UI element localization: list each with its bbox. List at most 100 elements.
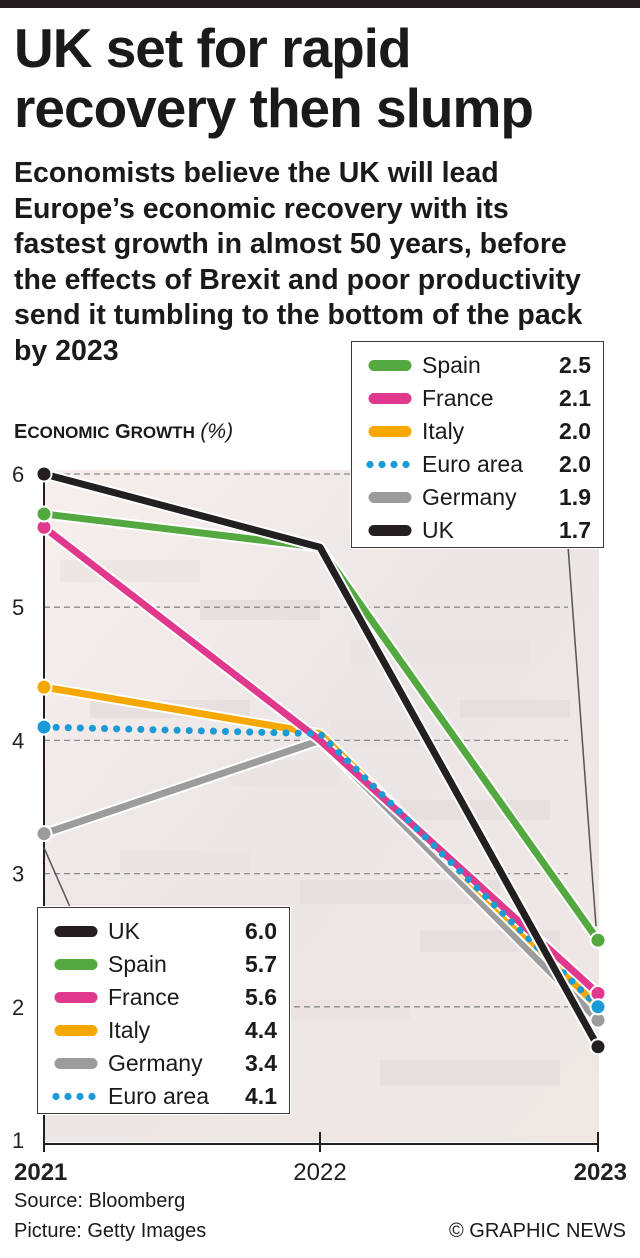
- legend-value: 1.9: [559, 484, 591, 510]
- legend-2021-pointer: [43, 847, 71, 908]
- legend-label: Italy: [422, 418, 465, 444]
- legend-item-germany: Germany 3.4: [38, 1047, 289, 1080]
- legend-swatch: [54, 1058, 98, 1069]
- point-uk-2021: [35, 465, 53, 483]
- axis-title-initial-1: E: [14, 421, 28, 443]
- legend-dot: [390, 460, 398, 469]
- legend-swatch: [368, 492, 412, 503]
- y-tick-label: 2: [12, 995, 24, 1020]
- legend-value: 2.5: [559, 352, 591, 378]
- legend-swatch: [368, 360, 412, 371]
- legend-swatch: [366, 460, 410, 469]
- point-italy-2021: [35, 678, 53, 696]
- series-line-france: [41, 524, 601, 997]
- photo-block: [460, 700, 570, 718]
- legend-swatch: [52, 1092, 96, 1101]
- series-line-uk: [43, 470, 602, 1049]
- legend-item-uk: UK 1.7: [352, 514, 603, 547]
- legend-dot: [52, 1092, 60, 1101]
- legend-item-france: France 5.6: [38, 981, 289, 1014]
- y-tick-label: 5: [12, 595, 24, 620]
- legend-item-germany: Germany 1.9: [352, 481, 603, 514]
- source-credit: Source: Bloomberg: [14, 1190, 186, 1212]
- legend-label: Spain: [108, 951, 167, 977]
- legend-swatch: [368, 426, 412, 437]
- legend-value: 2.0: [559, 418, 591, 444]
- legend-swatch: [54, 1025, 98, 1036]
- legend-swatch: [54, 992, 98, 1003]
- legend-item-uk: UK 6.0: [38, 915, 289, 948]
- legend-label: Spain: [422, 352, 481, 378]
- legend-value: 6.0: [245, 918, 277, 944]
- point-spain-2021: [35, 505, 53, 523]
- legend-swatch: [368, 525, 412, 536]
- x-tick-label: 2022: [293, 1159, 346, 1186]
- legend-item-france: France 2.1: [352, 382, 603, 415]
- legend-value: 5.6: [245, 984, 277, 1010]
- legend-label: Italy: [108, 1017, 151, 1043]
- legend-2021: UK 6.0 Spain 5.7 France 5.6 Italy 4.4 Germany 3.4…: [37, 907, 290, 1114]
- legend-dot: [378, 460, 386, 469]
- legend-value: 4.1: [245, 1083, 277, 1109]
- legend-item-spain: Spain 2.5: [352, 349, 603, 382]
- legend-value: 2.1: [559, 385, 591, 411]
- y-tick-label: 4: [12, 728, 24, 753]
- legend-label: UK: [422, 517, 454, 543]
- legend-dot: [402, 460, 410, 469]
- legend-dot: [366, 460, 374, 469]
- legend-item-euro-area: Euro area 2.0: [352, 448, 603, 481]
- legend-label: Germany: [108, 1050, 203, 1076]
- legend-dot: [88, 1092, 96, 1101]
- photo-block: [250, 1000, 410, 1020]
- legend-dot: [64, 1092, 72, 1101]
- copyright: © GRAPHIC NEWS: [449, 1220, 626, 1242]
- point-uk-2023: [589, 1038, 607, 1056]
- x-tick-label: 2021: [14, 1159, 67, 1186]
- legend-value: 3.4: [245, 1050, 277, 1076]
- axis-title-rest-2: ROWTH: [130, 423, 195, 442]
- photo-block: [60, 560, 200, 582]
- legend-label: Euro area: [422, 451, 524, 477]
- legend-item-italy: Italy 2.0: [352, 415, 603, 448]
- axis-title: ECONOMIC GROWTH (%): [14, 420, 233, 444]
- series-endpoints: [35, 465, 607, 1056]
- series-lines: [40, 468, 603, 1050]
- y-tick-label: 1: [12, 1128, 24, 1153]
- legend-label: France: [108, 984, 180, 1010]
- point-euro-area-2023: [589, 998, 607, 1016]
- subheadline: Economists believe the UK will lead Euro…: [14, 157, 583, 367]
- legend-label: France: [422, 385, 494, 411]
- axis-title-rest-1: CONOMIC: [27, 423, 110, 442]
- legend-item-spain: Spain 5.7: [38, 948, 289, 981]
- legend-value: 5.7: [245, 951, 277, 977]
- y-tick-label: 6: [12, 462, 24, 487]
- series-line-euro-area: [40, 723, 602, 1011]
- legend-label: Germany: [422, 484, 517, 510]
- legend-item-italy: Italy 4.4: [38, 1014, 289, 1047]
- headline: UK set for rapid recovery then slump: [14, 17, 534, 139]
- legend-dot: [76, 1092, 84, 1101]
- legend-value: 4.4: [245, 1017, 277, 1043]
- legend-connectors: [43, 545, 597, 927]
- y-tick-label: 3: [12, 862, 24, 887]
- legend-label: Euro area: [108, 1083, 210, 1109]
- photo-block: [330, 720, 420, 750]
- point-euro-area-2021: [35, 718, 53, 736]
- point-germany-2021: [35, 825, 53, 843]
- axis-title-unit: (%): [200, 420, 234, 443]
- legend-label: UK: [108, 918, 140, 944]
- top-rule: [0, 0, 640, 8]
- legend-item-euro-area: Euro area 4.1: [38, 1080, 289, 1113]
- legend-2023: Spain 2.5 France 2.1 Italy 2.0 Euro area 2.0 Ger…: [351, 341, 604, 548]
- photo-block: [120, 850, 250, 872]
- legend-value: 1.7: [559, 517, 591, 543]
- axis-labels: 1 2 3 4 5 6 2021 2022 2023: [12, 462, 627, 1186]
- photo-block: [200, 600, 320, 620]
- legend-swatch: [54, 959, 98, 970]
- axis-title-initial-2: G: [115, 421, 131, 443]
- legend-swatch: [54, 926, 98, 937]
- x-tick-label: 2023: [574, 1159, 627, 1186]
- legend-value: 2.0: [559, 451, 591, 477]
- point-spain-2023: [589, 931, 607, 949]
- legend-swatch: [368, 393, 412, 404]
